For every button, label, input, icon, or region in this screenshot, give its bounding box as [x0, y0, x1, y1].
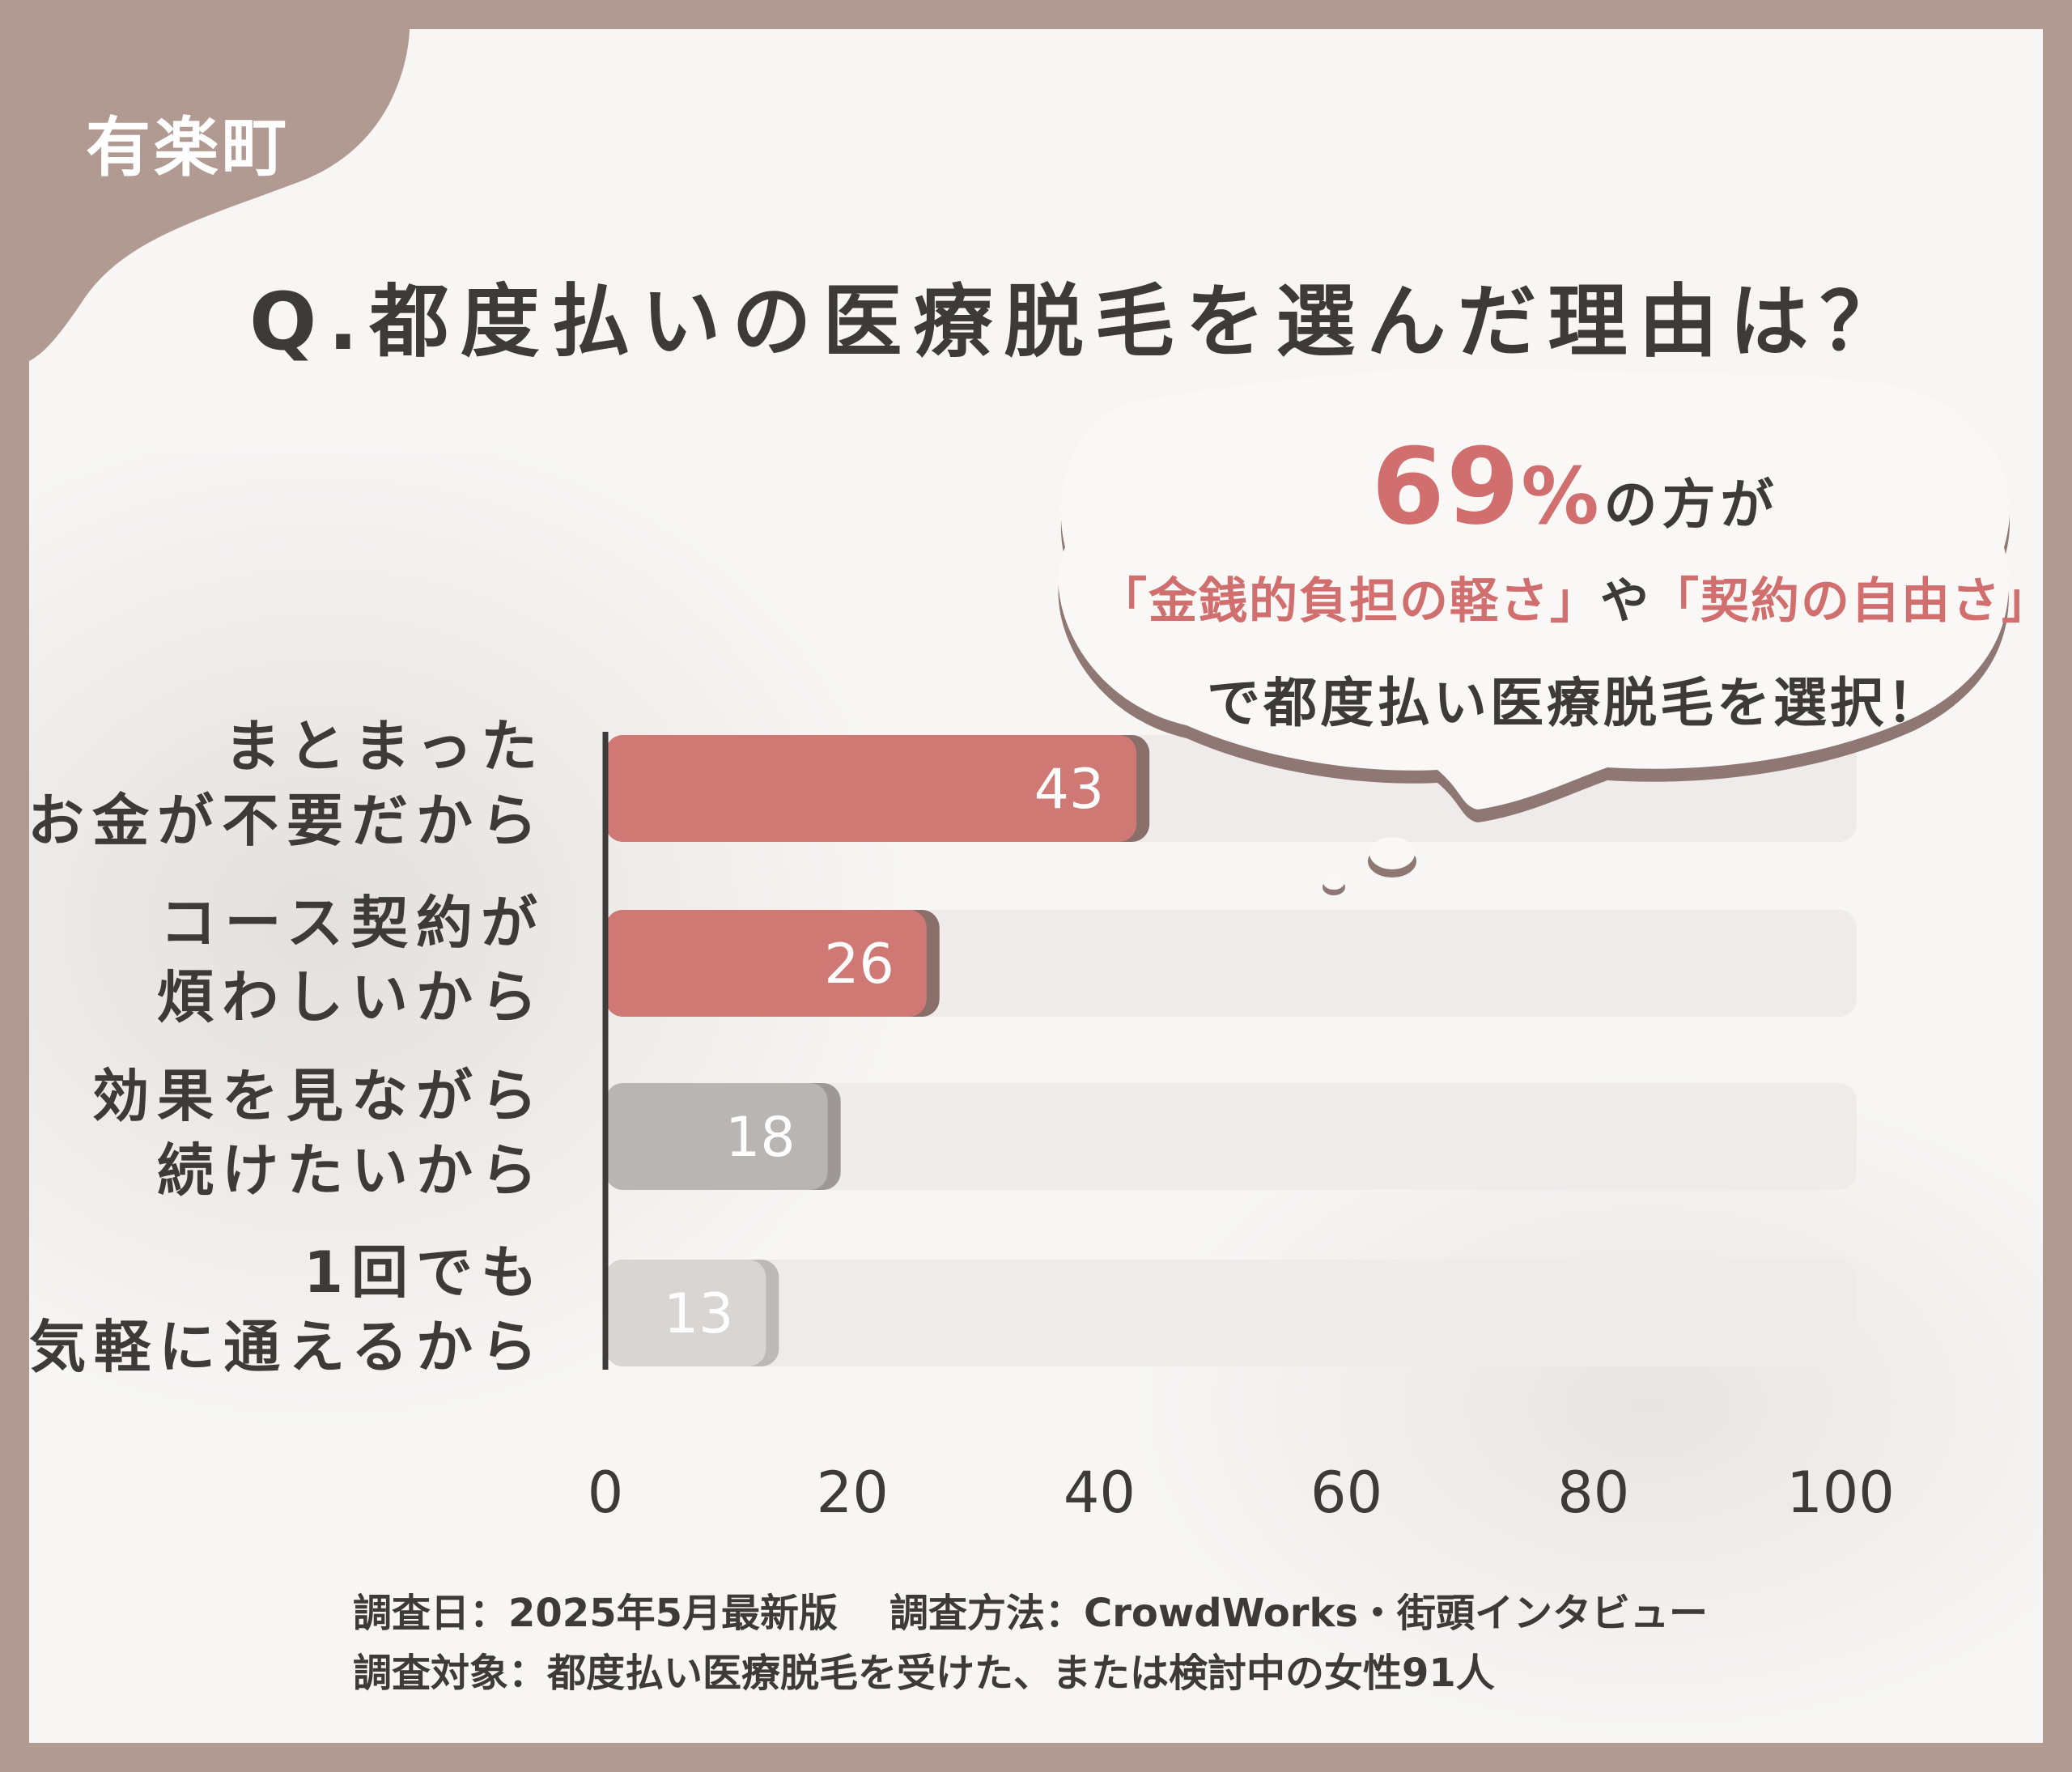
- callout-line3: で都度払い医療脱毛を選択！: [1207, 672, 1943, 734]
- bar-0: [605, 735, 1137, 842]
- footer-survey-date: 調査日：2025年5月最新版: [353, 1591, 838, 1636]
- speech-bubble: [1058, 368, 2010, 895]
- category-label-1-line2: 煩わしいから: [157, 964, 546, 1030]
- bar-2: [605, 1083, 828, 1190]
- bar-value-label-2: 18: [725, 1106, 796, 1170]
- category-label-1: コース契約が 煩わしいから: [157, 886, 546, 1035]
- corner-decoration: [29, 29, 410, 361]
- bar-3: [605, 1260, 766, 1366]
- category-label-2: 効果を見ながら 続けたいから: [92, 1059, 546, 1208]
- x-tick-label-4: 80: [1557, 1460, 1629, 1526]
- bar-1: [605, 910, 927, 1017]
- page-title: Q.都度払いの医療脱毛を選んだ理由は？: [249, 276, 1911, 368]
- bar-chart: 43 26 18 13 0 20 40 60 80 100: [588, 732, 1895, 1526]
- callout-percent-number: 69: [1371, 425, 1522, 548]
- category-label-2-line2: 続けたいから: [157, 1137, 546, 1204]
- bar-value-label-1: 26: [824, 933, 894, 996]
- category-label-3: 1回でも 気軽に通えるから: [29, 1235, 546, 1384]
- x-tick-label-1: 20: [817, 1460, 889, 1526]
- callout-bracket2: 「契約の自由さ」: [1650, 573, 2043, 630]
- callout-connector: や: [1600, 573, 1650, 630]
- category-label-0-line1: まとまった: [223, 713, 546, 780]
- x-tick-label-2: 40: [1064, 1460, 1136, 1526]
- footer-line1: 調査日：2025年5月最新版 調査方法：CrowdWorks・街頭インタビュー: [353, 1583, 1708, 1643]
- bar-track-3: [605, 1260, 1857, 1366]
- bar-value-label-3: 13: [664, 1282, 734, 1346]
- category-label-2-line1: 効果を見ながら: [92, 1063, 546, 1129]
- callout-bracket1: 「金銭的負担の軽さ」: [1098, 573, 1600, 630]
- category-label-3-line1: 1回でも: [304, 1239, 546, 1306]
- callout-percent-sign: %: [1521, 451, 1604, 542]
- x-tick-label-0: 0: [588, 1460, 624, 1526]
- callout-line1-rest: の方が: [1603, 474, 1779, 536]
- bar-value-label-0: 43: [1034, 758, 1105, 822]
- category-label-1-line1: コース契約が: [159, 890, 546, 956]
- callout-headline: 69%の方が: [1098, 434, 2043, 539]
- x-tick-label-3: 60: [1310, 1460, 1382, 1526]
- footer-survey-target: 調査対象：都度払い医療脱毛を受けた、または検討中の女性91人: [353, 1651, 1495, 1696]
- location-label: 有楽町: [86, 110, 290, 185]
- bar-track-2: [605, 1083, 1857, 1190]
- survey-footer: 調査日：2025年5月最新版 調査方法：CrowdWorks・街頭インタビュー 調…: [353, 1583, 1708, 1703]
- infographic-card: 有楽町 Q.都度払いの医療脱毛を選んだ理由は？ 43 26 18 13 0 20 40 60 8…: [29, 29, 2043, 1743]
- footer-survey-method: 調査方法：CrowdWorks・街頭インタビュー: [890, 1591, 1708, 1636]
- x-tick-label-5: 100: [1786, 1460, 1895, 1526]
- category-label-0-line2: お金が不要だから: [29, 788, 546, 854]
- category-label-3-line2: 気軽に通えるから: [29, 1314, 546, 1380]
- category-label-0: まとまった お金が不要だから: [29, 709, 546, 858]
- callout-reasons: 「金銭的負担の軽さ」や「契約の自由さ」: [1098, 562, 2043, 632]
- callout-text: 69%の方が 「金銭的負担の軽さ」や「契約の自由さ」 で都度払い医療脱毛を選択！: [1098, 434, 2043, 737]
